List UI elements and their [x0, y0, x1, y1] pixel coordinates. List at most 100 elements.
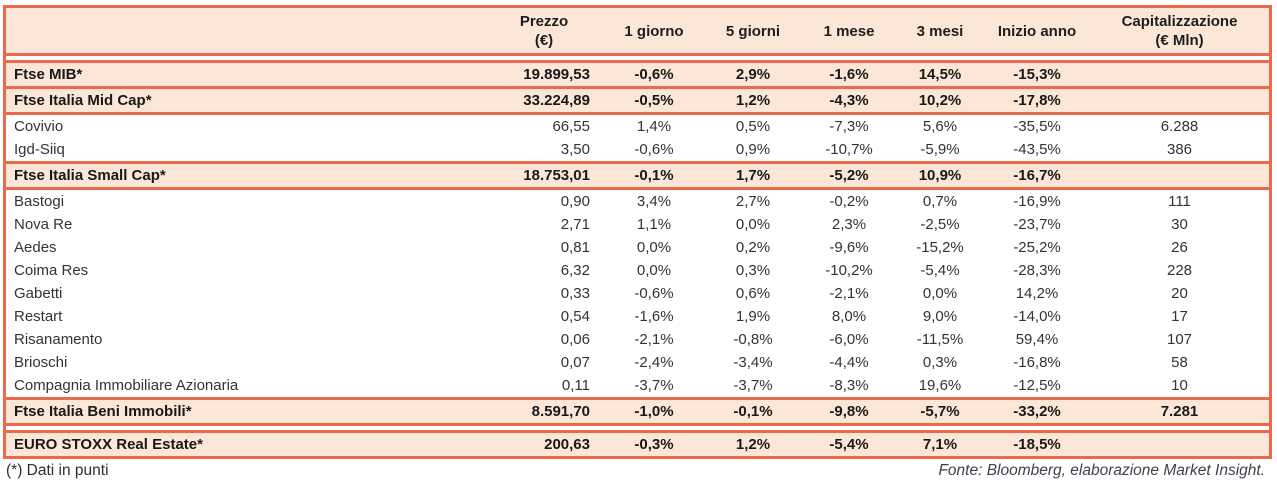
column-header-d5: 5 giorni: [704, 8, 802, 56]
cell-ytd: -17,8%: [984, 87, 1090, 115]
cell-m3: -5,9%: [896, 138, 984, 164]
cell-m1: -9,8%: [802, 398, 896, 426]
cell-prezzo: 0,54: [484, 305, 604, 328]
cell-prezzo: 200,63: [484, 431, 604, 456]
cell-m3: -5,7%: [896, 398, 984, 426]
spacer-cell: [6, 424, 1269, 433]
cell-name: Risanamento: [6, 328, 484, 351]
cell-d5: -3,7%: [704, 374, 802, 400]
cell-m1: 8,0%: [802, 305, 896, 328]
cell-m3: 19,6%: [896, 374, 984, 400]
cell-d1: -1,6%: [604, 305, 704, 328]
stock-row: Restart 0,54 -1,6% 1,9% 8,0% 9,0% -14,0% 17: [6, 305, 1269, 328]
cell-ytd: -28,3%: [984, 259, 1090, 282]
cell-m1: -5,4%: [802, 431, 896, 456]
cell-name: Compagnia Immobiliare Azionaria: [6, 374, 484, 400]
cell-m1: 2,3%: [802, 213, 896, 236]
cell-prezzo: 66,55: [484, 113, 604, 138]
column-header-name: [6, 8, 484, 56]
cell-prezzo: 0,07: [484, 351, 604, 374]
cell-d1: -0,3%: [604, 431, 704, 456]
cell-ytd: -43,5%: [984, 138, 1090, 164]
cell-d1: -0,5%: [604, 87, 704, 115]
cell-name: Covivio: [6, 113, 484, 138]
cell-d1: 1,1%: [604, 213, 704, 236]
cell-d5: 0,2%: [704, 236, 802, 259]
column-header-ytd: Inizio anno: [984, 8, 1090, 56]
cell-name: Igd-Siiq: [6, 138, 484, 164]
cell-name: Ftse MIB*: [6, 61, 484, 89]
cell-d5: 0,6%: [704, 282, 802, 305]
cell-ytd: -12,5%: [984, 374, 1090, 400]
cell-d1: -0,6%: [604, 282, 704, 305]
cell-ytd: -16,7%: [984, 162, 1090, 190]
source-credit: Fonte: Bloomberg, elaborazione Market In…: [938, 462, 1265, 479]
cell-m3: 9,0%: [896, 305, 984, 328]
cell-name: Ftse Italia Small Cap*: [6, 162, 484, 190]
cell-name: Brioschi: [6, 351, 484, 374]
cell-d5: 0,0%: [704, 213, 802, 236]
cell-ytd: 14,2%: [984, 282, 1090, 305]
cell-d5: 0,9%: [704, 138, 802, 164]
cell-cap: [1090, 87, 1269, 115]
cell-ytd: -35,5%: [984, 113, 1090, 138]
cell-cap: 26: [1090, 236, 1269, 259]
quotes-table-body: Ftse MIB* 19.899,53 -0,6% 2,9% -1,6% 14,5% -15…: [6, 54, 1269, 456]
stock-row: Nova Re 2,71 1,1% 0,0% 2,3% -2,5% -23,7% 30: [6, 213, 1269, 236]
cell-d5: 1,2%: [704, 431, 802, 456]
stock-row: Risanamento 0,06 -2,1% -0,8% -6,0% -11,5% 59,4…: [6, 328, 1269, 351]
cell-d1: 1,4%: [604, 113, 704, 138]
stock-row: Covivio 66,55 1,4% 0,5% -7,3% 5,6% -35,5% 6.288: [6, 113, 1269, 138]
cell-cap: 228: [1090, 259, 1269, 282]
cell-m3: -15,2%: [896, 236, 984, 259]
cell-ytd: -25,2%: [984, 236, 1090, 259]
stock-row: Compagnia Immobiliare Azionaria 0,11 -3,7%…: [6, 374, 1269, 400]
stock-row: Igd-Siiq 3,50 -0,6% 0,9% -10,7% -5,9% -43,5% 38…: [6, 138, 1269, 164]
cell-d5: 1,7%: [704, 162, 802, 190]
cell-m3: 0,3%: [896, 351, 984, 374]
cell-d5: -0,8%: [704, 328, 802, 351]
cell-name: Ftse Italia Mid Cap*: [6, 87, 484, 115]
column-header-cap: Capitalizzazione (€ Mln): [1090, 8, 1269, 56]
cell-d5: 2,7%: [704, 188, 802, 213]
cell-cap: 20: [1090, 282, 1269, 305]
table-footer: (*) Dati in punti Fonte: Bloomberg, elab…: [0, 459, 1277, 480]
cell-cap: [1090, 61, 1269, 89]
section-spacer-row: [6, 424, 1269, 433]
cell-m3: 0,0%: [896, 282, 984, 305]
cell-m3: 0,7%: [896, 188, 984, 213]
cell-cap: 107: [1090, 328, 1269, 351]
header-row: Prezzo (€) 1 giorno 5 giorni 1 mese 3 mesi In…: [6, 8, 1269, 56]
cell-cap: 386: [1090, 138, 1269, 164]
cell-prezzo: 0,81: [484, 236, 604, 259]
index-row: Ftse Italia Beni Immobili* 8.591,70 -1,0% -…: [6, 398, 1269, 426]
cell-d1: -3,7%: [604, 374, 704, 400]
cell-cap: 6.288: [1090, 113, 1269, 138]
cell-name: Gabetti: [6, 282, 484, 305]
cell-ytd: -16,9%: [984, 188, 1090, 213]
spacer-cell: [6, 54, 1269, 63]
cell-prezzo: 0,06: [484, 328, 604, 351]
cell-d1: -2,4%: [604, 351, 704, 374]
index-row: Ftse MIB* 19.899,53 -0,6% 2,9% -1,6% 14,5% -15…: [6, 61, 1269, 89]
cell-m3: -11,5%: [896, 328, 984, 351]
stock-row: Aedes 0,81 0,0% 0,2% -9,6% -15,2% -25,2% 26: [6, 236, 1269, 259]
footnote-points: (*) Dati in punti: [6, 462, 109, 479]
column-header-m3: 3 mesi: [896, 8, 984, 56]
cell-name: EURO STOXX Real Estate*: [6, 431, 484, 456]
cell-ytd: -18,5%: [984, 431, 1090, 456]
index-row: Ftse Italia Mid Cap* 33.224,89 -0,5% 1,2% -4…: [6, 87, 1269, 115]
cell-prezzo: 0,11: [484, 374, 604, 400]
cell-m1: -0,2%: [802, 188, 896, 213]
cell-name: Ftse Italia Beni Immobili*: [6, 398, 484, 426]
cell-ytd: -16,8%: [984, 351, 1090, 374]
cell-m3: 10,2%: [896, 87, 984, 115]
cell-m1: -10,7%: [802, 138, 896, 164]
cell-d1: -2,1%: [604, 328, 704, 351]
cell-prezzo: 0,90: [484, 188, 604, 213]
cell-m1: -1,6%: [802, 61, 896, 89]
cell-d5: -3,4%: [704, 351, 802, 374]
cell-prezzo: 2,71: [484, 213, 604, 236]
cell-d1: 0,0%: [604, 236, 704, 259]
column-header-prezzo: Prezzo (€): [484, 8, 604, 56]
